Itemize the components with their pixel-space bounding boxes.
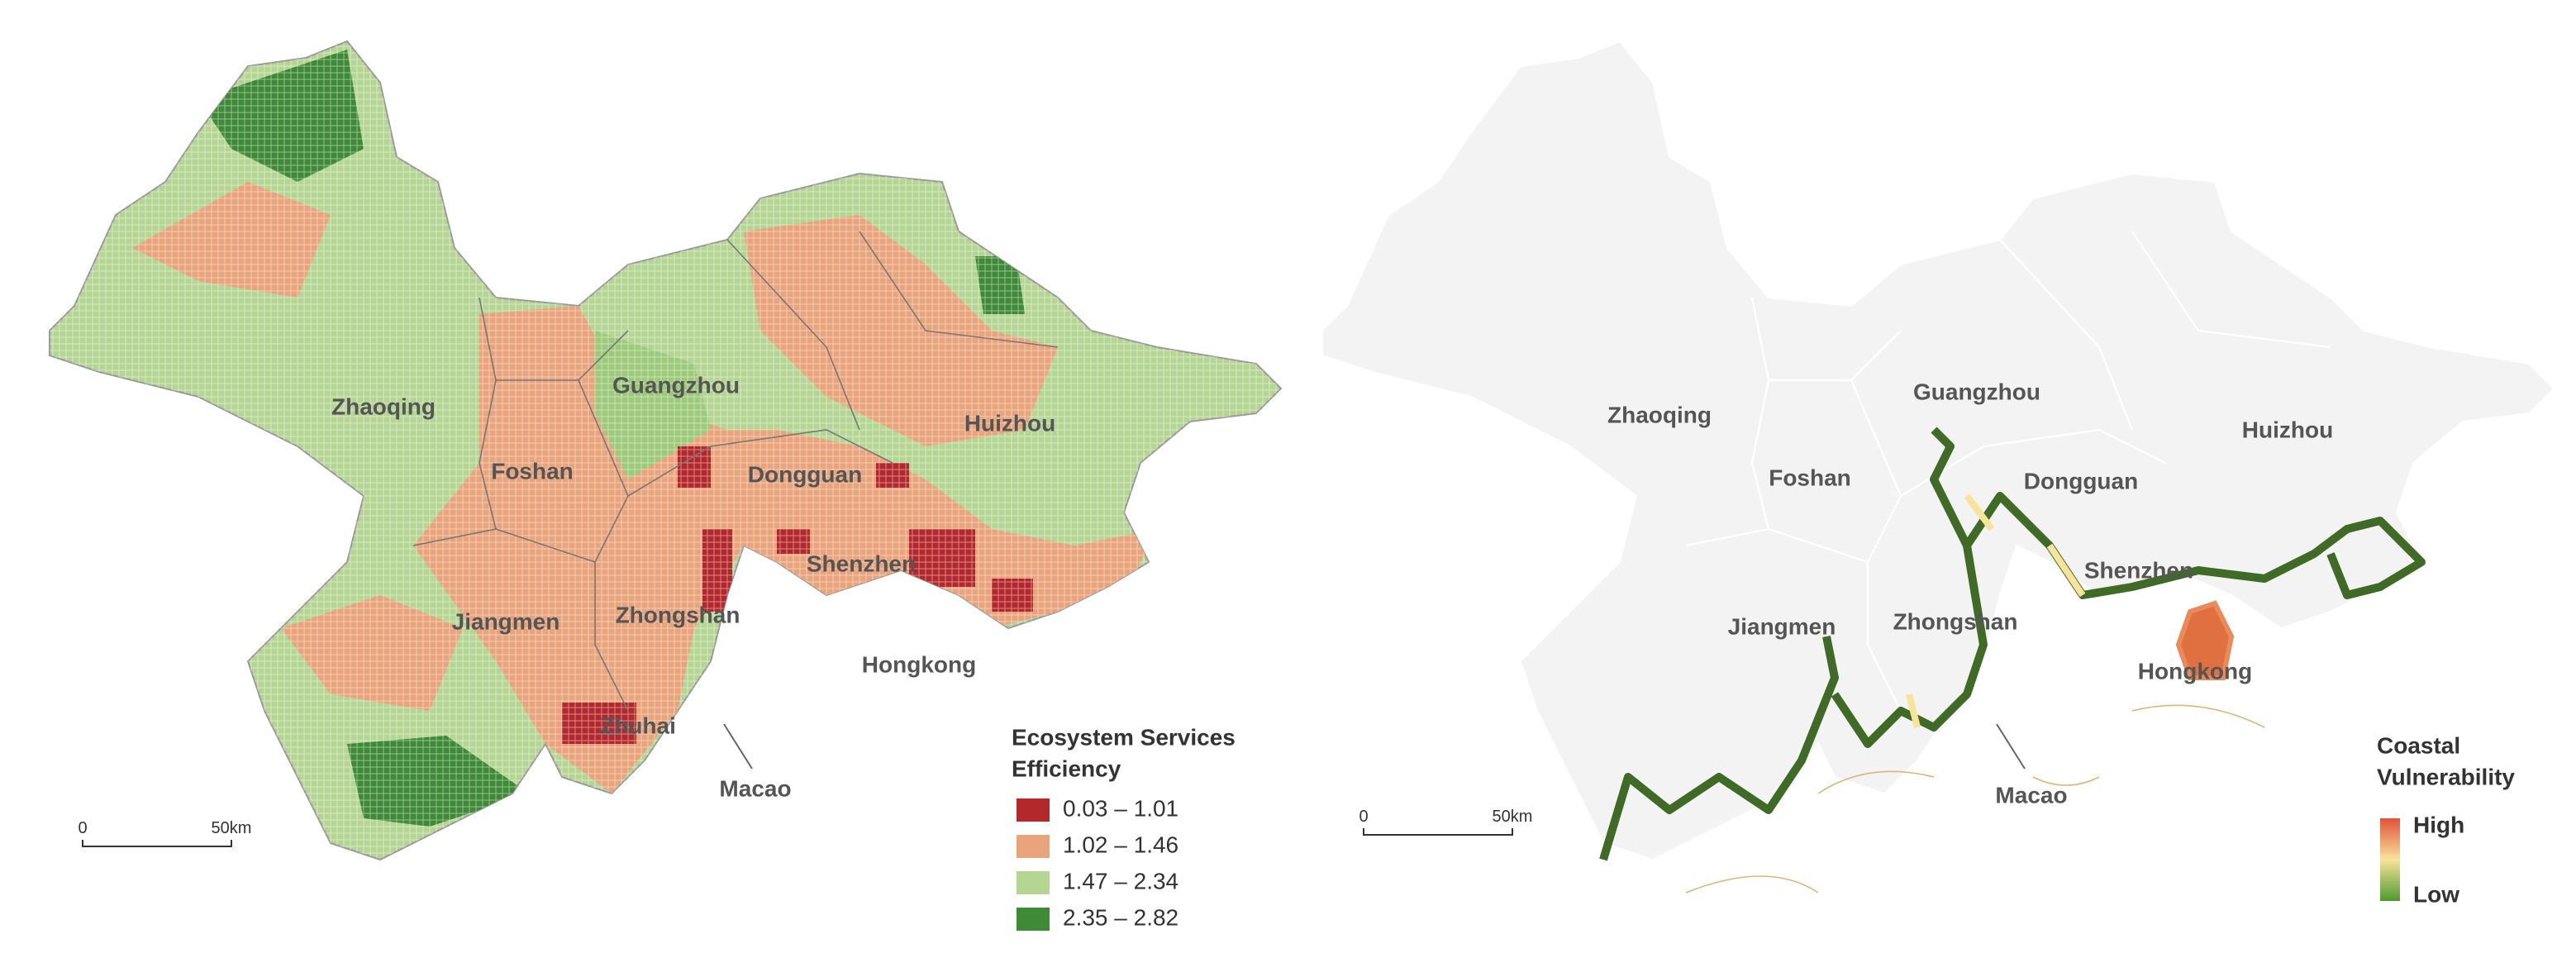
- coastline-mid: [1906, 493, 2086, 728]
- legend-swatch: [1017, 798, 1050, 822]
- legend-title: Vulnerability: [2377, 764, 2515, 789]
- legend-label: 1.47 – 2.34: [1063, 868, 1178, 894]
- city-label: Dongguan: [2024, 468, 2138, 493]
- city-label: Dongguan: [748, 461, 862, 487]
- scale-bar: [82, 840, 232, 847]
- city-label: Foshan: [491, 458, 574, 484]
- district-borders: [412, 231, 1059, 712]
- legend-gradient: [2380, 818, 2400, 901]
- district-borders: [1685, 231, 2331, 712]
- city-label: Foshan: [1769, 465, 1851, 490]
- legend-title: Coastal: [2377, 732, 2460, 758]
- leader-line: [1996, 723, 2026, 770]
- scale-bar: [1363, 828, 1513, 836]
- city-label: Zhaoqing: [331, 393, 436, 419]
- city-label: Zhongshan: [1893, 608, 2018, 634]
- legend-label: 1.02 – 1.46: [1063, 832, 1178, 857]
- leader-line: [723, 723, 753, 770]
- city-label: Hongkong: [2138, 658, 2252, 684]
- city-label: Huizhou: [964, 410, 1055, 436]
- city-label: Zhongshan: [616, 602, 740, 627]
- legend-label: 0.03 – 1.01: [1063, 795, 1178, 821]
- city-label: Hongkong: [862, 651, 976, 677]
- city-label: Guangzhou: [1913, 379, 2040, 404]
- city-label: Macao: [719, 775, 791, 801]
- scale-start: 0: [1359, 808, 1368, 826]
- city-label: Shenzhen: [2084, 557, 2193, 583]
- legend-title: Ecosystem Services: [1012, 724, 1236, 750]
- labels: Zhaoqing Foshan Guangzhou Dongguan Huizhou Sh…: [78, 372, 2515, 931]
- city-label: Huizhou: [2242, 417, 2333, 442]
- city-label: Macao: [1995, 782, 2067, 808]
- region-outline: [1321, 41, 2555, 860]
- vulnerability-map: [1321, 41, 2555, 894]
- city-label: Zhaoqing: [1607, 402, 1712, 427]
- coastline-high: [2175, 600, 2235, 680]
- legend-swatch: [1017, 835, 1050, 858]
- scale-start: 0: [78, 819, 87, 837]
- legend-swatch: [1017, 908, 1050, 931]
- city-label: Shenzhen: [807, 550, 916, 576]
- legend-label: 2.35 – 2.82: [1063, 904, 1178, 930]
- city-label: Zhuhai: [600, 713, 676, 738]
- scale-end: 50km: [212, 819, 252, 837]
- legend-low: Low: [2413, 881, 2459, 907]
- legend-title: Efficiency: [1012, 755, 1121, 781]
- legend-high: High: [2413, 812, 2464, 837]
- city-label: Jiangmen: [452, 608, 560, 634]
- legend-swatch: [1017, 871, 1050, 894]
- scale-end: 50km: [1493, 808, 1533, 826]
- islands: [1685, 704, 2265, 894]
- city-label: Guangzhou: [612, 372, 740, 398]
- city-label: Jiangmen: [1728, 613, 1836, 639]
